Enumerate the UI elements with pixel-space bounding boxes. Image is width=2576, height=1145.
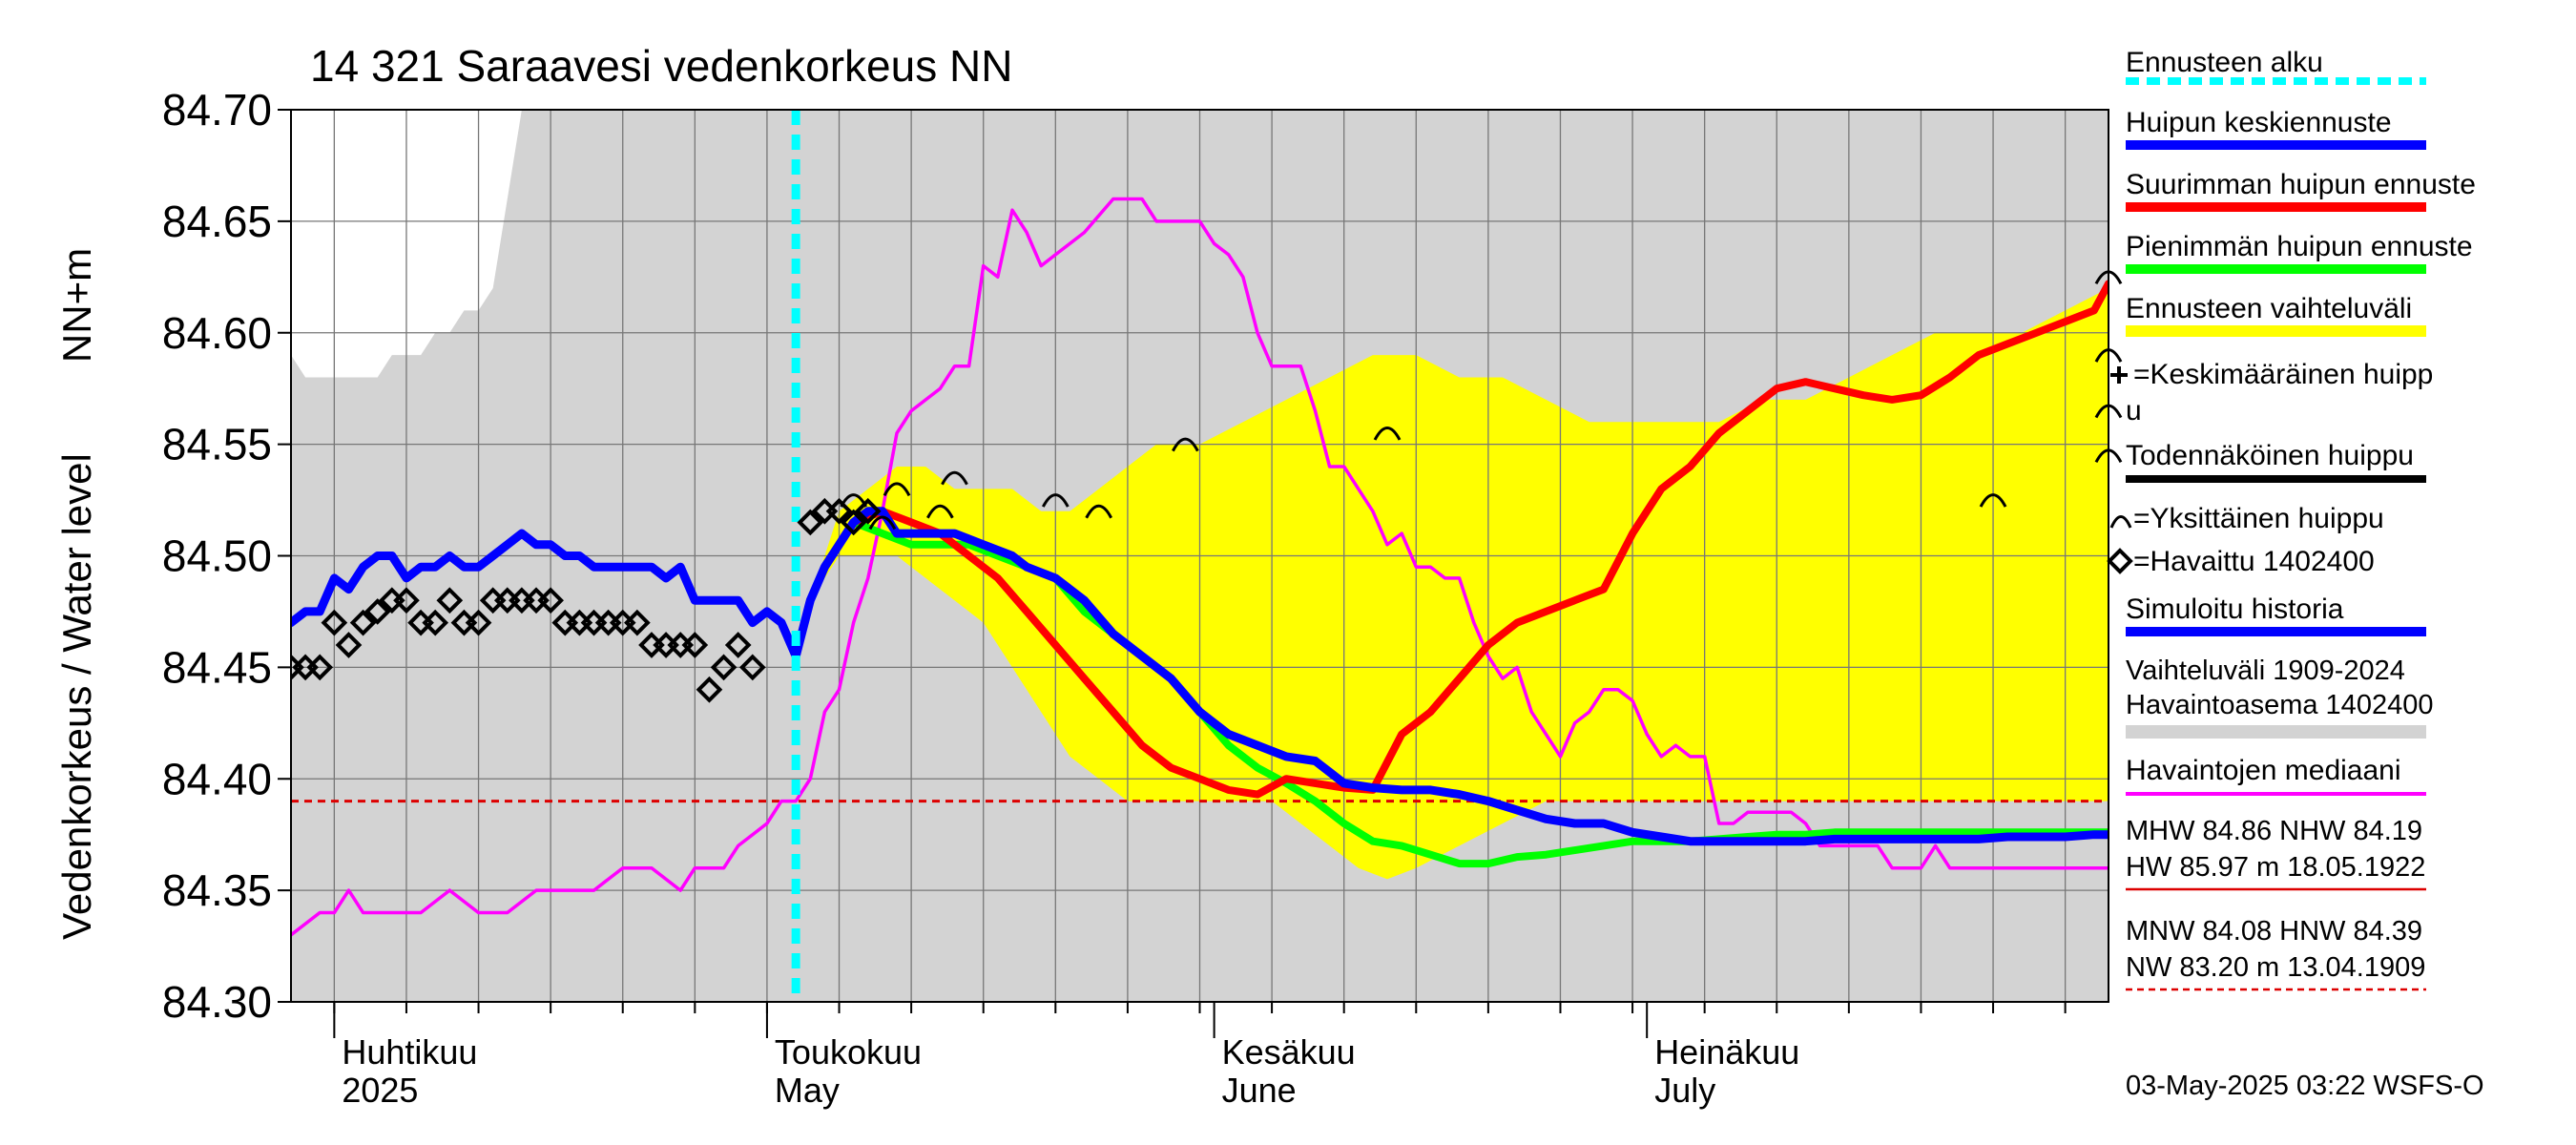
x-month-label: Toukokuu — [775, 1032, 922, 1072]
y-tick-label: 84.60 — [162, 308, 272, 358]
legend-nw-label: NW 83.20 m 13.04.1909 — [2126, 952, 2425, 983]
y-tick-label: 84.55 — [162, 420, 272, 469]
observed-point — [624, 609, 651, 636]
legend-historical-range-label-2: Havaintoasema 1402400 — [2126, 690, 2433, 720]
chart-title: 14 321 Saraavesi vedenkorkeus NN — [310, 41, 1012, 91]
legend-hw-label: HW 85.97 m 18.05.1922 — [2126, 852, 2425, 883]
single-peak-marker — [1041, 493, 1070, 508]
single-peak-marker — [868, 515, 897, 531]
legend-mean-peak-cross-icon — [2110, 366, 2128, 384]
observed-point — [681, 632, 709, 658]
single-peak-marker — [1979, 493, 2007, 508]
y-tick-label: 84.70 — [162, 85, 272, 135]
single-peak-marker — [2094, 448, 2123, 464]
single-peak-marker — [1085, 504, 1113, 519]
observed-median-line — [291, 197, 2109, 937]
observed-point — [436, 587, 464, 614]
legend: Ennusteen alku Huipun keskiennuste Suurimm… — [2107, 47, 2476, 991]
plot-area — [290, 109, 2123, 1003]
x-month-sublabel: 2025 — [342, 1071, 418, 1110]
y-axis-label: Vedenkorkeus / Water level — [54, 453, 99, 940]
y-tick-label: 84.35 — [162, 865, 272, 915]
legend-historical-range-label: Vaihteluväli 1909-2024 — [2126, 656, 2405, 686]
single-peak-marker — [883, 482, 911, 497]
legend-mean-peak-symbol-label-2: u — [2126, 395, 2142, 427]
legend-max-peak-label: Suurimman huipun ennuste — [2126, 169, 2476, 200]
single-peak-marker — [840, 493, 867, 508]
observed-point — [306, 654, 334, 681]
x-month-sublabel: May — [775, 1071, 840, 1110]
legend-observed-diamond-icon — [2107, 548, 2133, 574]
observed-point — [696, 676, 723, 703]
legend-probable-peak-label: Todennäköinen huippu — [2126, 440, 2414, 471]
legend-forecast-range-label: Ennusteen vaihteluväli — [2126, 293, 2412, 324]
y-tick-label: 84.65 — [162, 197, 272, 246]
observed-point — [349, 609, 377, 636]
y-tick-label: 84.30 — [162, 977, 272, 1027]
legend-min-peak-label: Pienimmän huipun ennuste — [2126, 231, 2473, 262]
legend-mean-peak-label: Huipun keskiennuste — [2126, 107, 2392, 138]
legend-observed-median-label: Havaintojen mediaani — [2126, 755, 2401, 786]
single-peak-marker — [2094, 404, 2123, 419]
x-month-label: Heinäkuu — [1654, 1032, 1799, 1072]
y-axis: 84.30 84.35 84.40 84.45 84.50 84.55 84.60 84.65… — [162, 85, 291, 1027]
observed-point — [724, 632, 752, 658]
legend-mean-peak-symbol-label: =Keskimääräinen huipp — [2133, 359, 2433, 390]
single-peak-marker — [926, 504, 954, 519]
observed-point — [825, 497, 853, 525]
observed-point — [537, 587, 564, 614]
legend-single-peak-label: =Yksittäinen huippu — [2133, 503, 2384, 534]
observed-points — [291, 497, 882, 703]
legend-observed-label: =Havaittu 1402400 — [2133, 546, 2375, 577]
observed-point — [422, 609, 449, 636]
y-tick-label: 84.50 — [162, 531, 272, 581]
y-tick-label: 84.45 — [162, 642, 272, 692]
y-axis-unit: NN+m — [54, 248, 99, 363]
legend-single-peak-icon — [2109, 515, 2132, 529]
single-peak-marker — [1373, 426, 1402, 441]
observed-point — [710, 654, 737, 681]
legend-mhw-label: MHW 84.86 NHW 84.19 — [2126, 816, 2422, 846]
single-peak-marker — [2094, 270, 2123, 285]
observed-point — [364, 598, 391, 625]
single-peak-marker — [2094, 348, 2123, 363]
footer-timestamp: 03-May-2025 03:22 WSFS-O — [2126, 1071, 2484, 1101]
legend-simulated-history-label: Simuloitu historia — [2126, 593, 2344, 625]
legend-forecast-start-label: Ennusteen alku — [2126, 47, 2323, 78]
x-month-label: Kesäkuu — [1222, 1032, 1356, 1072]
observed-point — [854, 497, 882, 525]
observed-point — [465, 609, 492, 636]
legend-mnw-label: MNW 84.08 HNW 84.39 — [2126, 916, 2422, 947]
observed-point — [393, 587, 420, 614]
observed-point — [335, 632, 363, 658]
grid-lines — [291, 110, 2109, 1002]
x-month-sublabel: June — [1222, 1071, 1297, 1110]
x-month-sublabel: July — [1654, 1071, 1715, 1110]
observed-point — [738, 654, 766, 681]
y-tick-label: 84.40 — [162, 754, 272, 803]
mean-peak-forecast-line — [291, 507, 2109, 846]
observed-point — [840, 509, 867, 536]
observed-point — [797, 509, 824, 536]
max-peak-forecast-line — [849, 280, 2109, 799]
observed-point — [321, 609, 348, 636]
single-peak-marker — [1172, 437, 1199, 452]
single-peak-marker — [941, 470, 968, 486]
x-month-label: Huhtikuu — [342, 1032, 477, 1072]
